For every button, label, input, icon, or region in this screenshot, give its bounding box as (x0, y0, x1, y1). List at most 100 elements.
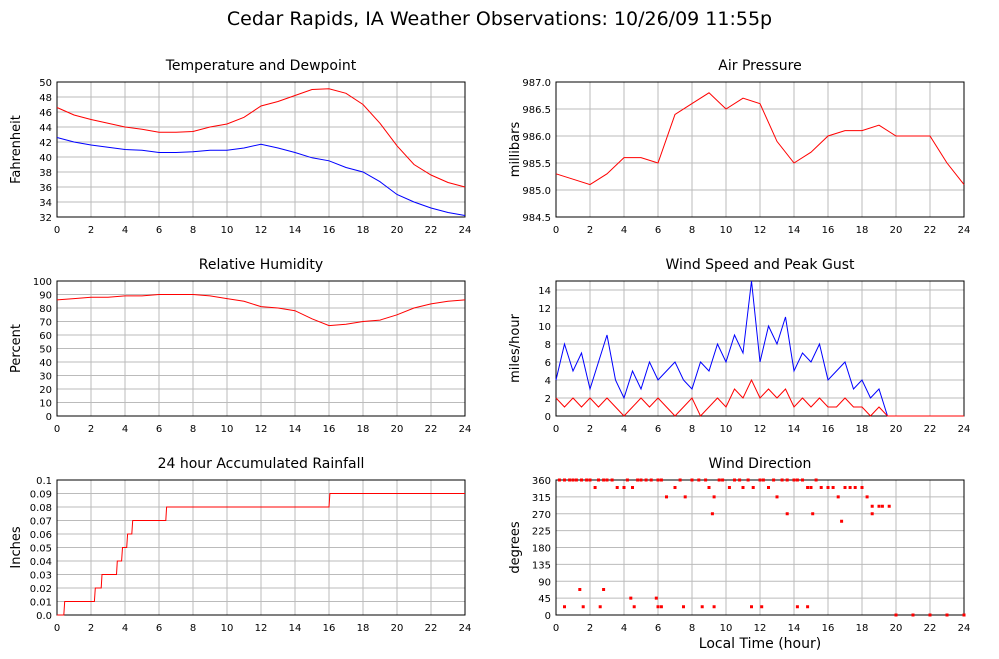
y-tick-label: 225 (532, 527, 551, 538)
data-point (819, 486, 823, 489)
x-tick-label: 24 (958, 623, 971, 634)
y-tick-label: 0.02 (30, 584, 52, 595)
y-tick-label: 985.5 (522, 159, 551, 170)
data-point (568, 478, 572, 482)
x-tick-label: 10 (221, 623, 234, 634)
data-point (758, 478, 762, 482)
y-tick-label: 10 (39, 399, 52, 410)
x-tick-label: 4 (621, 424, 627, 435)
data-point (571, 478, 575, 482)
x-tick-label: 6 (156, 623, 162, 634)
y-tick-label: 100 (33, 277, 52, 288)
x-tick-label: 18 (357, 225, 370, 236)
data-point (581, 605, 585, 609)
data-point (775, 495, 779, 499)
y-tick-label: 32 (39, 213, 52, 224)
y-tick-label: 8 (545, 340, 551, 351)
x-tick-label: 0 (54, 225, 60, 236)
x-tick-label: 4 (122, 424, 128, 435)
x-tick-label: 4 (122, 623, 128, 634)
y-axis-label: miles/hour (508, 313, 523, 382)
y-tick-label: 38 (39, 168, 52, 179)
plot-frame (56, 280, 466, 417)
data-point (639, 478, 643, 482)
data-point (780, 478, 784, 482)
x-axis-label: Local Time (hour) (699, 636, 821, 652)
y-axis-label: Inches (9, 526, 24, 568)
x-tick-label: 16 (822, 225, 835, 236)
series-line-0 (56, 294, 466, 327)
data-point (605, 478, 609, 482)
y-tick-label: 20 (39, 385, 52, 396)
plot-frame (56, 81, 466, 218)
y-tick-label: 10 (538, 322, 551, 333)
data-point (649, 478, 653, 482)
data-point (631, 486, 634, 489)
panel-title: 24 hour Accumulated Rainfall (158, 456, 365, 472)
data-point (836, 495, 840, 499)
data-point (697, 478, 701, 482)
panel-title: Temperature and Dewpoint (165, 58, 357, 74)
x-tick-label: 10 (720, 623, 733, 634)
data-point (887, 504, 891, 508)
data-point (704, 478, 708, 482)
data-point (659, 605, 663, 609)
data-point (654, 596, 658, 600)
y-tick-label: 0.09 (30, 490, 52, 501)
x-tick-label: 18 (357, 424, 370, 435)
data-point (860, 486, 864, 489)
data-point (751, 486, 755, 489)
x-tick-label: 0 (553, 225, 559, 236)
x-tick-label: 10 (221, 424, 234, 435)
data-point (557, 478, 561, 482)
y-tick-label: 46 (39, 108, 52, 119)
data-point (673, 486, 677, 489)
data-point (712, 495, 716, 499)
x-tick-label: 14 (788, 623, 801, 634)
data-point (806, 486, 810, 489)
data-point (870, 504, 874, 508)
data-point (597, 478, 600, 482)
x-tick-label: 18 (856, 623, 869, 634)
x-tick-label: 2 (88, 623, 94, 634)
x-tick-label: 12 (255, 424, 268, 435)
y-tick-label: 0.0 (36, 611, 52, 622)
x-tick-label: 22 (425, 623, 438, 634)
x-tick-label: 4 (122, 225, 128, 236)
y-tick-label: 44 (39, 123, 52, 134)
y-tick-label: 0.01 (30, 598, 52, 609)
data-point (585, 478, 589, 482)
x-tick-label: 20 (890, 225, 903, 236)
y-axis-label: Percent (9, 324, 24, 373)
x-tick-label: 16 (323, 225, 336, 236)
y-tick-label: 70 (39, 318, 52, 329)
x-tick-label: 24 (459, 623, 472, 634)
data-point (894, 613, 898, 617)
x-tick-label: 22 (924, 225, 937, 236)
x-tick-label: 14 (289, 424, 302, 435)
x-tick-label: 22 (425, 225, 438, 236)
data-point (656, 605, 660, 609)
y-tick-label: 270 (532, 510, 551, 521)
series-line-1 (56, 137, 466, 216)
data-point (848, 486, 852, 489)
y-tick-label: 0.1 (36, 476, 52, 487)
y-tick-label: 986.0 (522, 132, 551, 143)
data-point (622, 486, 626, 489)
y-tick-label: 50 (39, 345, 52, 356)
x-tick-label: 14 (788, 424, 801, 435)
panel-title: Air Pressure (718, 58, 801, 74)
x-tick-label: 12 (754, 424, 767, 435)
data-point (785, 512, 789, 516)
x-tick-label: 8 (190, 225, 196, 236)
x-tick-label: 16 (822, 424, 835, 435)
x-tick-label: 10 (221, 225, 234, 236)
x-tick-label: 22 (924, 424, 937, 435)
x-tick-label: 8 (689, 225, 695, 236)
page-title: Cedar Rapids, IA Weather Observations: 1… (226, 8, 773, 30)
data-point (746, 478, 750, 482)
x-tick-label: 0 (54, 424, 60, 435)
data-point (792, 478, 796, 482)
x-tick-label: 2 (587, 225, 593, 236)
